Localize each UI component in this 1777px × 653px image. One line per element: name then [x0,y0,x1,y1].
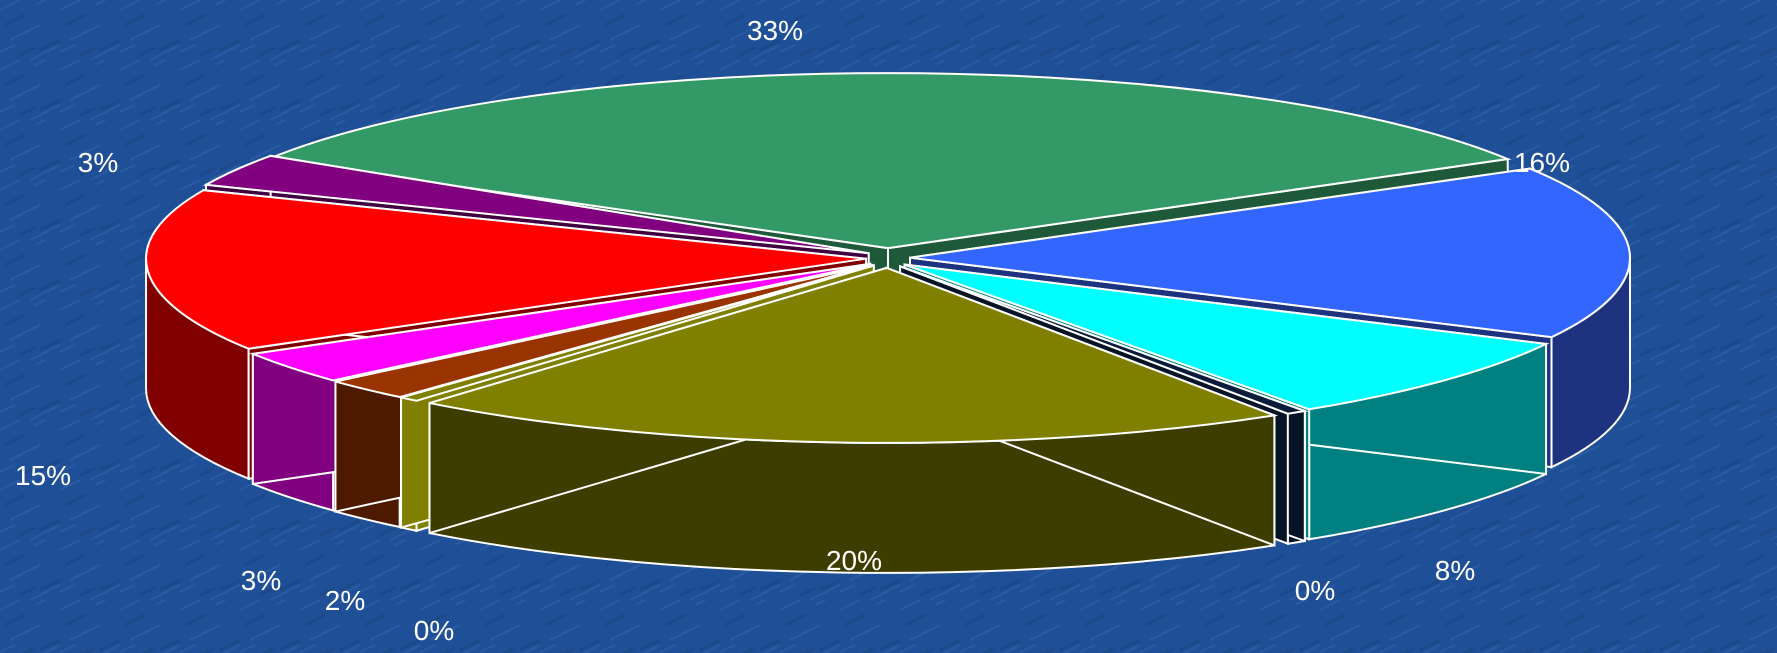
slice-label: 2% [325,585,365,616]
pie-slice [264,72,1512,250]
slice-label: 15% [15,460,71,491]
slice-label: 16% [1514,147,1570,178]
slice-label: 33% [747,15,803,46]
pie-slice [335,264,873,399]
slice-label: 3% [241,565,281,596]
slice-label: 20% [826,545,882,576]
slice-label: 3% [78,147,118,178]
slice-label: 0% [414,615,454,646]
pie-slice [899,265,1309,415]
pie-slice [145,189,867,350]
pie-slice [429,266,1279,444]
slice-label: 8% [1435,555,1475,586]
pie-slice [904,263,1550,411]
slice-label: 0% [1295,575,1335,606]
pie-slice [400,264,875,402]
pie-slice [202,154,869,255]
pie-slice [249,262,871,382]
pie-slice [909,167,1631,339]
